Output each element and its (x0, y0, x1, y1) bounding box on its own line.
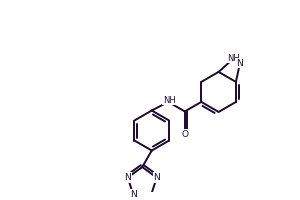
Text: N: N (124, 173, 131, 182)
Text: N: N (153, 173, 160, 182)
Text: N: N (236, 59, 243, 68)
Text: O: O (181, 130, 188, 139)
Text: N: N (130, 190, 136, 199)
Text: NH: NH (227, 54, 240, 63)
Text: NH: NH (163, 96, 175, 105)
